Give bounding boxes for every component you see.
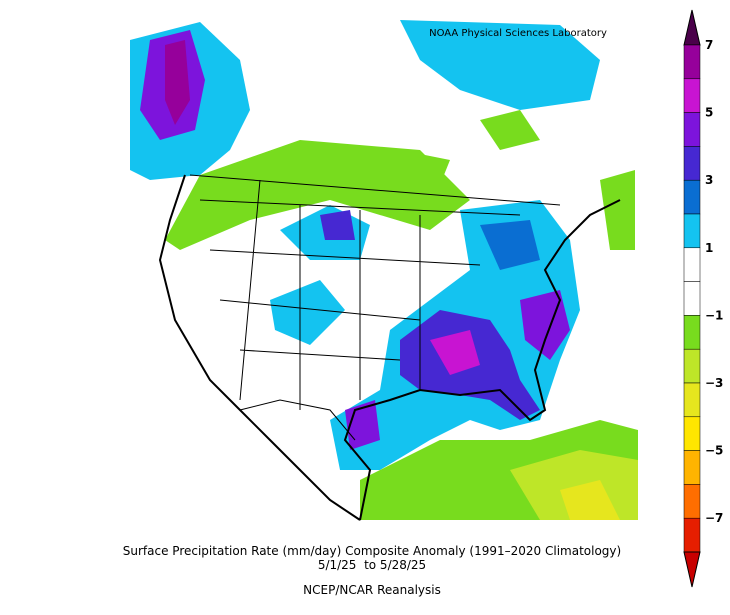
- colorbar-box: [683, 416, 701, 451]
- colorbar-label: −7: [705, 511, 723, 525]
- map: [130, 20, 638, 521]
- colorbar-box: [683, 44, 701, 80]
- colorbar-arrow: [683, 551, 701, 588]
- colorbar-box: [683, 517, 701, 553]
- colorbar-box: [683, 112, 701, 147]
- colorbar-label: 3: [705, 173, 713, 187]
- credit: NOAA Physical Sciences Laboratory: [429, 28, 607, 39]
- colorbar-box: [683, 382, 701, 418]
- colorbar-box: [683, 348, 701, 384]
- colorbar-arrow: [683, 9, 701, 46]
- colorbar-box: [683, 179, 701, 215]
- caption-title: Surface Precipitation Rate (mm/day) Comp…: [123, 544, 621, 558]
- colorbar-box: [683, 315, 701, 350]
- colorbar-label: −5: [705, 444, 723, 458]
- colorbar-label: 1: [705, 241, 713, 255]
- colorbar: 7 5 3 1 −1 −3 −5 −7: [683, 9, 723, 588]
- colorbar-box: [683, 78, 701, 113]
- colorbar-box: [683, 484, 701, 519]
- colorbar-label: 5: [705, 106, 713, 120]
- colorbar-label: 7: [705, 38, 713, 52]
- colorbar-box: [683, 213, 701, 249]
- caption-dates: 5/1/25 to 5/28/25: [318, 558, 426, 572]
- colorbar-label: −1: [705, 308, 723, 322]
- caption-source: NCEP/NCAR Reanalysis: [303, 583, 441, 597]
- colorbar-box: [683, 281, 701, 316]
- colorbar-box: [683, 146, 701, 181]
- colorbar-box: [683, 450, 701, 485]
- colorbar-label: −3: [705, 376, 723, 390]
- colorbar-box: [683, 247, 701, 282]
